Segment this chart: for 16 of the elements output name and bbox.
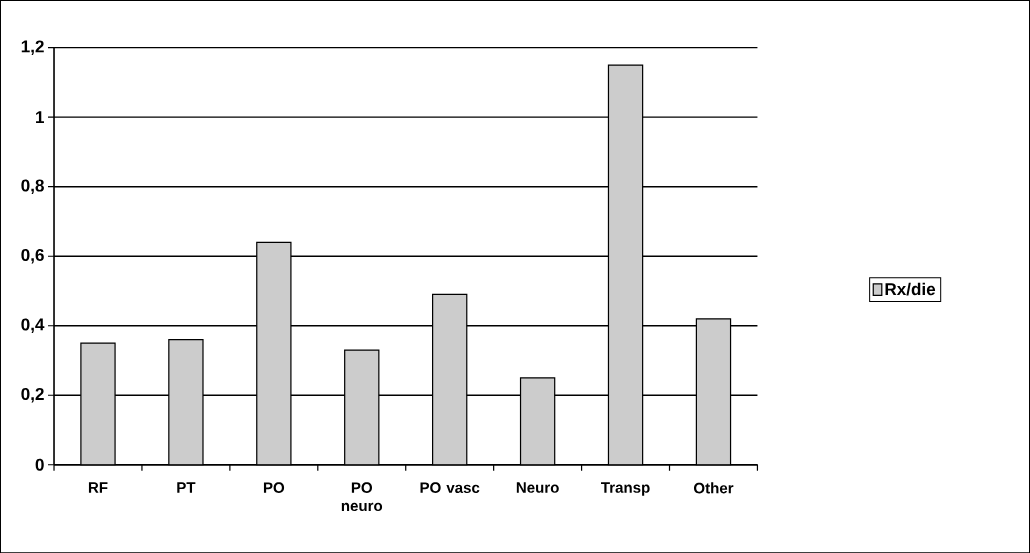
x-tick-label: RF <box>88 482 108 493</box>
x-tick-label: Other <box>693 482 734 494</box>
y-tick-label: 0 <box>35 458 44 471</box>
y-tick-label: 0,8 <box>21 179 44 194</box>
y-tick-label: 0,6 <box>21 248 44 264</box>
x-tick-label: PO <box>263 482 285 493</box>
y-tick-label: 0,2 <box>21 387 44 403</box>
x-tick-label: PT <box>177 482 196 493</box>
x-tick-label: Transp <box>601 482 650 496</box>
x-tick-label: Neuro <box>516 482 559 493</box>
y-tick-label: 1,2 <box>21 40 44 55</box>
legend-label: Rx/die <box>885 282 936 296</box>
y-tick-label: 1 <box>36 111 44 124</box>
y-tick-label: 0,4 <box>21 318 45 333</box>
x-tick-label: PO neuro <box>341 482 383 512</box>
x-tick-label: PO vasc <box>420 482 480 493</box>
